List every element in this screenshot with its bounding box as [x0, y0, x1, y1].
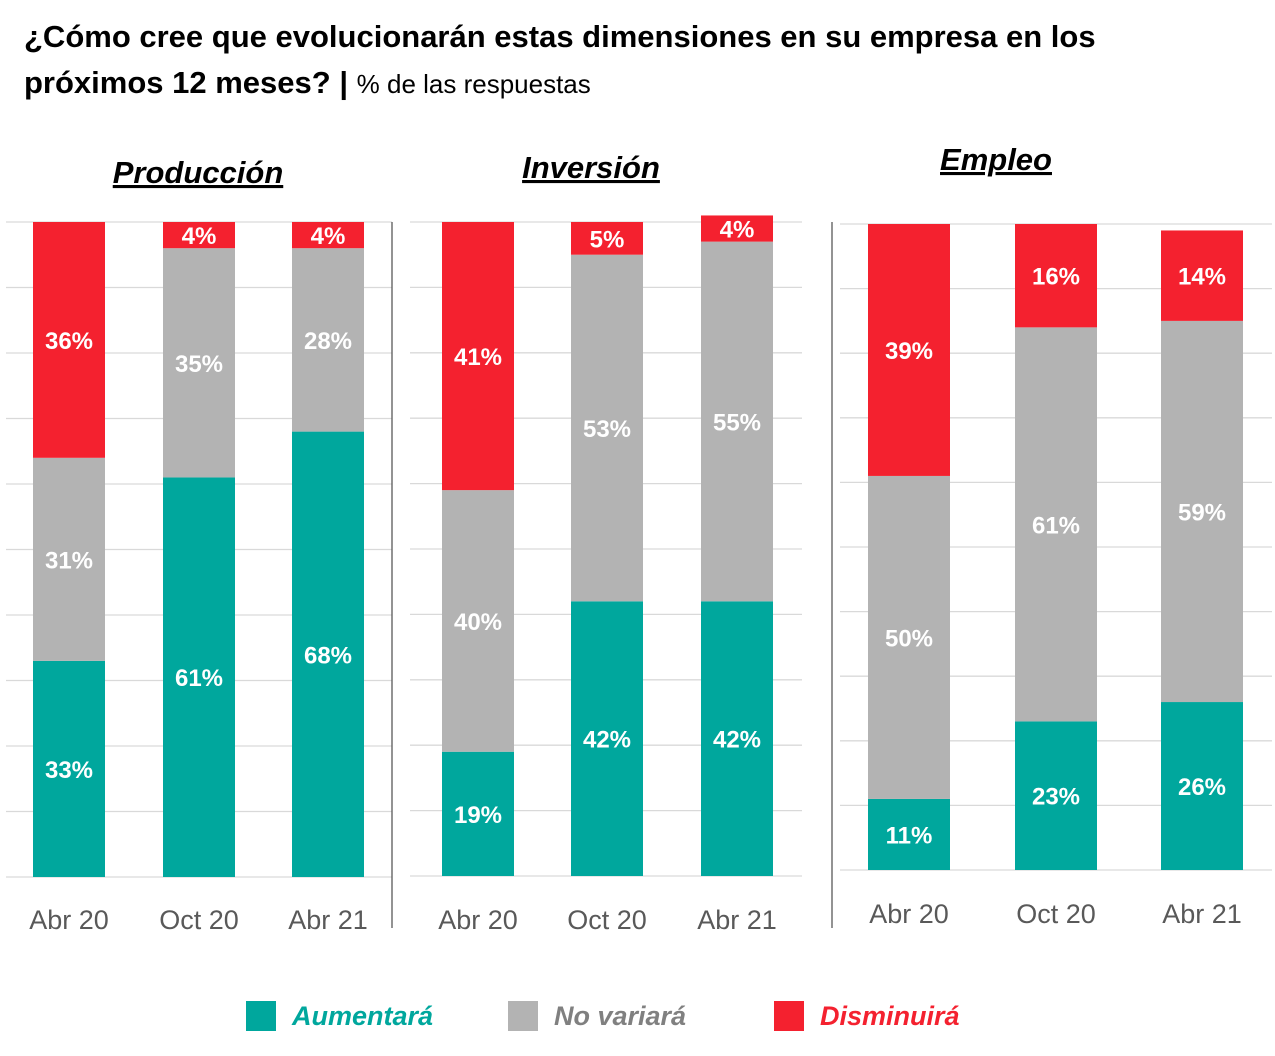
bar-value-label: 28%: [304, 328, 352, 355]
x-tick-label: Oct 20: [567, 905, 647, 935]
bar-value-label: 55%: [713, 409, 761, 436]
bar-value-label: 4%: [720, 217, 755, 244]
bar-segment: [33, 457, 105, 661]
bar-segment: [33, 660, 105, 877]
x-tick-label: Abr 21: [288, 905, 368, 935]
legend-label-no-variara: No variará: [554, 1000, 687, 1031]
x-tick-label: Abr 20: [438, 905, 518, 935]
bar-value-label: 16%: [1032, 264, 1080, 291]
bar-segment: [292, 248, 364, 432]
chart-title-line2: próximos 12 meses? | % de las respuestas: [24, 60, 1244, 107]
bar-segment: [442, 751, 514, 876]
bar-value-label: 5%: [590, 226, 625, 253]
bar-value-label: 26%: [1178, 774, 1226, 801]
bar-segment: [1161, 702, 1243, 870]
bar-segment: [701, 215, 773, 242]
bar-value-label: 11%: [886, 822, 933, 849]
legend-label-aumentara: Aumentará: [292, 1000, 434, 1031]
x-tick-label: Abr 21: [1162, 899, 1242, 929]
bar-segment: [701, 601, 773, 876]
legend-item-disminuira: Disminuirá: [774, 1000, 960, 1032]
bar-value-label: 4%: [311, 223, 346, 250]
bar-value-label: 4%: [182, 223, 217, 250]
legend-item-aumentara: Aumentará: [246, 1000, 433, 1032]
bar-segment: [292, 431, 364, 877]
bar-segment: [868, 475, 950, 799]
bar-value-label: 61%: [175, 665, 223, 692]
bar-value-label: 59%: [1178, 499, 1226, 526]
bar-value-label: 35%: [175, 351, 223, 378]
x-tick-label: Abr 20: [29, 905, 109, 935]
charts-area: Producción 33% 31% 36% Abr 20 61% 35% 4% Oct 20 6…: [6, 142, 1272, 935]
bar-value-label: 61%: [1032, 512, 1080, 539]
bar-segment: [1161, 320, 1243, 703]
bar-value-label: 19%: [454, 802, 502, 829]
x-tick-label: Abr 21: [697, 905, 777, 935]
legend-swatch-no-variara: [508, 1001, 538, 1031]
bar-segment: [571, 254, 643, 602]
chart-subtitle: % de las respuestas: [356, 69, 591, 99]
bar-segment: [868, 798, 950, 870]
x-tick-label: Oct 20: [1016, 899, 1096, 929]
bar-segment: [868, 224, 950, 476]
bar-value-label: 33%: [45, 757, 93, 784]
legend-swatch-disminuira: [774, 1001, 804, 1031]
legend-item-no-variara: No variará: [508, 1000, 686, 1032]
bar-segment: [1161, 230, 1243, 321]
panel-title: Empleo: [940, 142, 1052, 177]
bar-segment: [163, 248, 235, 478]
bar-segment: [571, 222, 643, 255]
chart-title-second-line: próximos 12 meses?: [24, 65, 331, 100]
bar-value-label: 41%: [454, 344, 502, 371]
chart-title: ¿Cómo cree que evolucionarán estas dimen…: [24, 19, 1096, 54]
bar-value-label: 50%: [885, 625, 933, 652]
bar-segment: [1015, 721, 1097, 870]
bar-segment: [33, 222, 105, 458]
x-tick-label: Abr 20: [869, 899, 949, 929]
bar-value-label: 23%: [1032, 784, 1080, 811]
legend-label-disminuira: Disminuirá: [820, 1000, 960, 1031]
bar-value-label: 53%: [583, 416, 631, 443]
bar-segment: [442, 222, 514, 491]
bar-segment: [1015, 327, 1097, 722]
x-tick-label: Oct 20: [159, 905, 239, 935]
bar-segment: [701, 241, 773, 602]
bar-value-label: 68%: [304, 642, 352, 669]
bar-value-label: 42%: [713, 727, 761, 754]
bar-value-label: 14%: [1178, 264, 1226, 291]
bar-value-label: 36%: [45, 328, 93, 355]
bar-segment: [1015, 224, 1097, 328]
bar-segment: [571, 601, 643, 876]
panel-title: Producción: [113, 155, 284, 190]
bar-value-label: 40%: [454, 609, 502, 636]
bar-segment: [163, 222, 235, 249]
bar-value-label: 42%: [583, 727, 631, 754]
panel-title: Inversión: [522, 150, 660, 185]
legend-swatch-aumentara: [246, 1001, 276, 1031]
title-separator: |: [339, 65, 349, 100]
bar-value-label: 31%: [45, 547, 93, 574]
bar-value-label: 39%: [885, 338, 933, 365]
bar-segment: [163, 477, 235, 877]
bar-segment: [292, 222, 364, 249]
chart-title-block: ¿Cómo cree que evolucionarán estas dimen…: [24, 14, 1244, 107]
bar-segment: [442, 490, 514, 752]
